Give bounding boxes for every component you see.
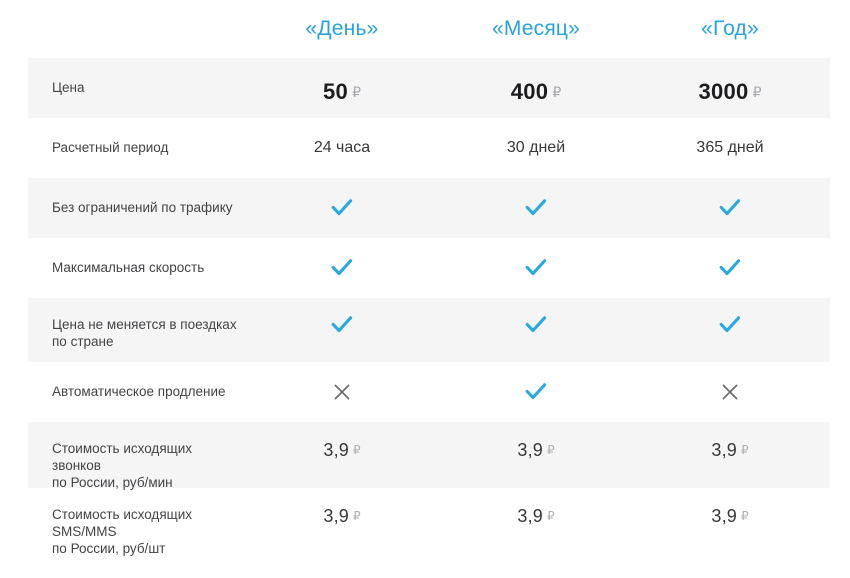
row-value-cell	[633, 178, 827, 217]
currency-symbol: ₽	[352, 509, 361, 523]
price-amount: 50	[323, 79, 349, 104]
rate-amount: 3,9	[711, 506, 737, 526]
check-icon	[719, 259, 741, 277]
row-label: Цена не меняется в поездках по стране	[52, 317, 237, 349]
table-row: Стоимость исходящих SMS/MMS по России, р…	[28, 488, 830, 556]
row-value-cell: 3,9 ₽	[245, 422, 439, 461]
row-label: Без ограничений по трафику	[52, 200, 233, 215]
row-value-cell	[439, 238, 633, 277]
row-value-cell: 365 дней	[633, 118, 827, 157]
check-icon	[331, 199, 353, 217]
currency-symbol: ₽	[740, 509, 749, 523]
check-icon	[525, 383, 547, 401]
row-label: Расчетный период	[52, 140, 169, 155]
row-value-cell: 3000 ₽	[633, 58, 827, 105]
plan-header-day: «День»	[305, 17, 379, 40]
table-row: Цена не меняется в поездках по стране	[28, 298, 830, 362]
rate-amount: 3,9	[323, 440, 349, 460]
check-icon	[525, 199, 547, 217]
row-label: Цена	[52, 80, 85, 95]
row-value-cell	[245, 178, 439, 217]
period-text: 24 часа	[313, 139, 371, 156]
table-row: Максимальная скорость	[28, 238, 830, 298]
table-row: Расчетный период 24 часа 30 дней 365 дней	[28, 118, 830, 178]
row-value-cell	[245, 298, 439, 334]
row-value-cell: 3,9 ₽	[439, 488, 633, 527]
row-label: Стоимость исходящих SMS/MMS по России, р…	[52, 507, 193, 556]
table-row: Стоимость исходящих звонков по России, р…	[28, 422, 830, 490]
row-value-cell: 3,9 ₽	[439, 422, 633, 461]
row-label: Стоимость исходящих звонков по России, р…	[52, 441, 193, 490]
price-amount: 3000	[698, 79, 749, 104]
table-body: Цена 50 ₽400 ₽3000 ₽ Расчетный период 24 часа 3…	[28, 58, 830, 556]
currency-symbol: ₽	[546, 509, 555, 523]
period-text: 365 дней	[696, 139, 764, 156]
check-icon	[331, 316, 353, 334]
row-value-cell: 400 ₽	[439, 58, 633, 105]
plan-header-row: «День» «Месяц» «Год»	[0, 0, 850, 58]
row-value-cell	[633, 298, 827, 334]
currency-symbol: ₽	[740, 443, 749, 457]
rate-amount: 3,9	[711, 440, 737, 460]
plan-header-month: «Месяц»	[491, 17, 581, 40]
cross-icon	[333, 383, 351, 401]
row-value-cell: 3,9 ₽	[245, 488, 439, 527]
row-value-cell: 3,9 ₽	[633, 488, 827, 527]
check-icon	[719, 199, 741, 217]
rate-amount: 3,9	[517, 440, 543, 460]
currency-symbol: ₽	[546, 443, 555, 457]
row-value-cell: 30 дней	[439, 118, 633, 157]
cross-icon	[721, 383, 739, 401]
check-icon	[525, 316, 547, 334]
row-value-cell	[439, 178, 633, 217]
row-value-cell	[439, 362, 633, 401]
price-amount: 400	[510, 79, 549, 104]
row-value-cell	[245, 362, 439, 401]
table-row: Без ограничений по трафику	[28, 178, 830, 238]
row-value-cell: 3,9 ₽	[633, 422, 827, 461]
rate-amount: 3,9	[323, 506, 349, 526]
currency-symbol: ₽	[552, 84, 562, 100]
row-value-cell	[633, 362, 827, 401]
check-icon	[331, 259, 353, 277]
currency-symbol: ₽	[352, 443, 361, 457]
rate-amount: 3,9	[517, 506, 543, 526]
row-label: Максимальная скорость	[52, 260, 205, 275]
row-value-cell	[439, 298, 633, 334]
table-row: Цена 50 ₽400 ₽3000 ₽	[28, 58, 830, 118]
period-text: 30 дней	[506, 139, 566, 156]
row-value-cell: 50 ₽	[245, 58, 439, 105]
currency-symbol: ₽	[752, 84, 762, 100]
check-icon	[525, 259, 547, 277]
row-value-cell: 24 часа	[245, 118, 439, 157]
currency-symbol: ₽	[352, 84, 361, 100]
table-row: Автоматическое продление	[28, 362, 830, 422]
row-value-cell	[633, 238, 827, 277]
row-label: Автоматическое продление	[52, 384, 226, 399]
plan-header-year: «Год»	[701, 17, 759, 40]
check-icon	[719, 316, 741, 334]
row-value-cell	[245, 238, 439, 277]
